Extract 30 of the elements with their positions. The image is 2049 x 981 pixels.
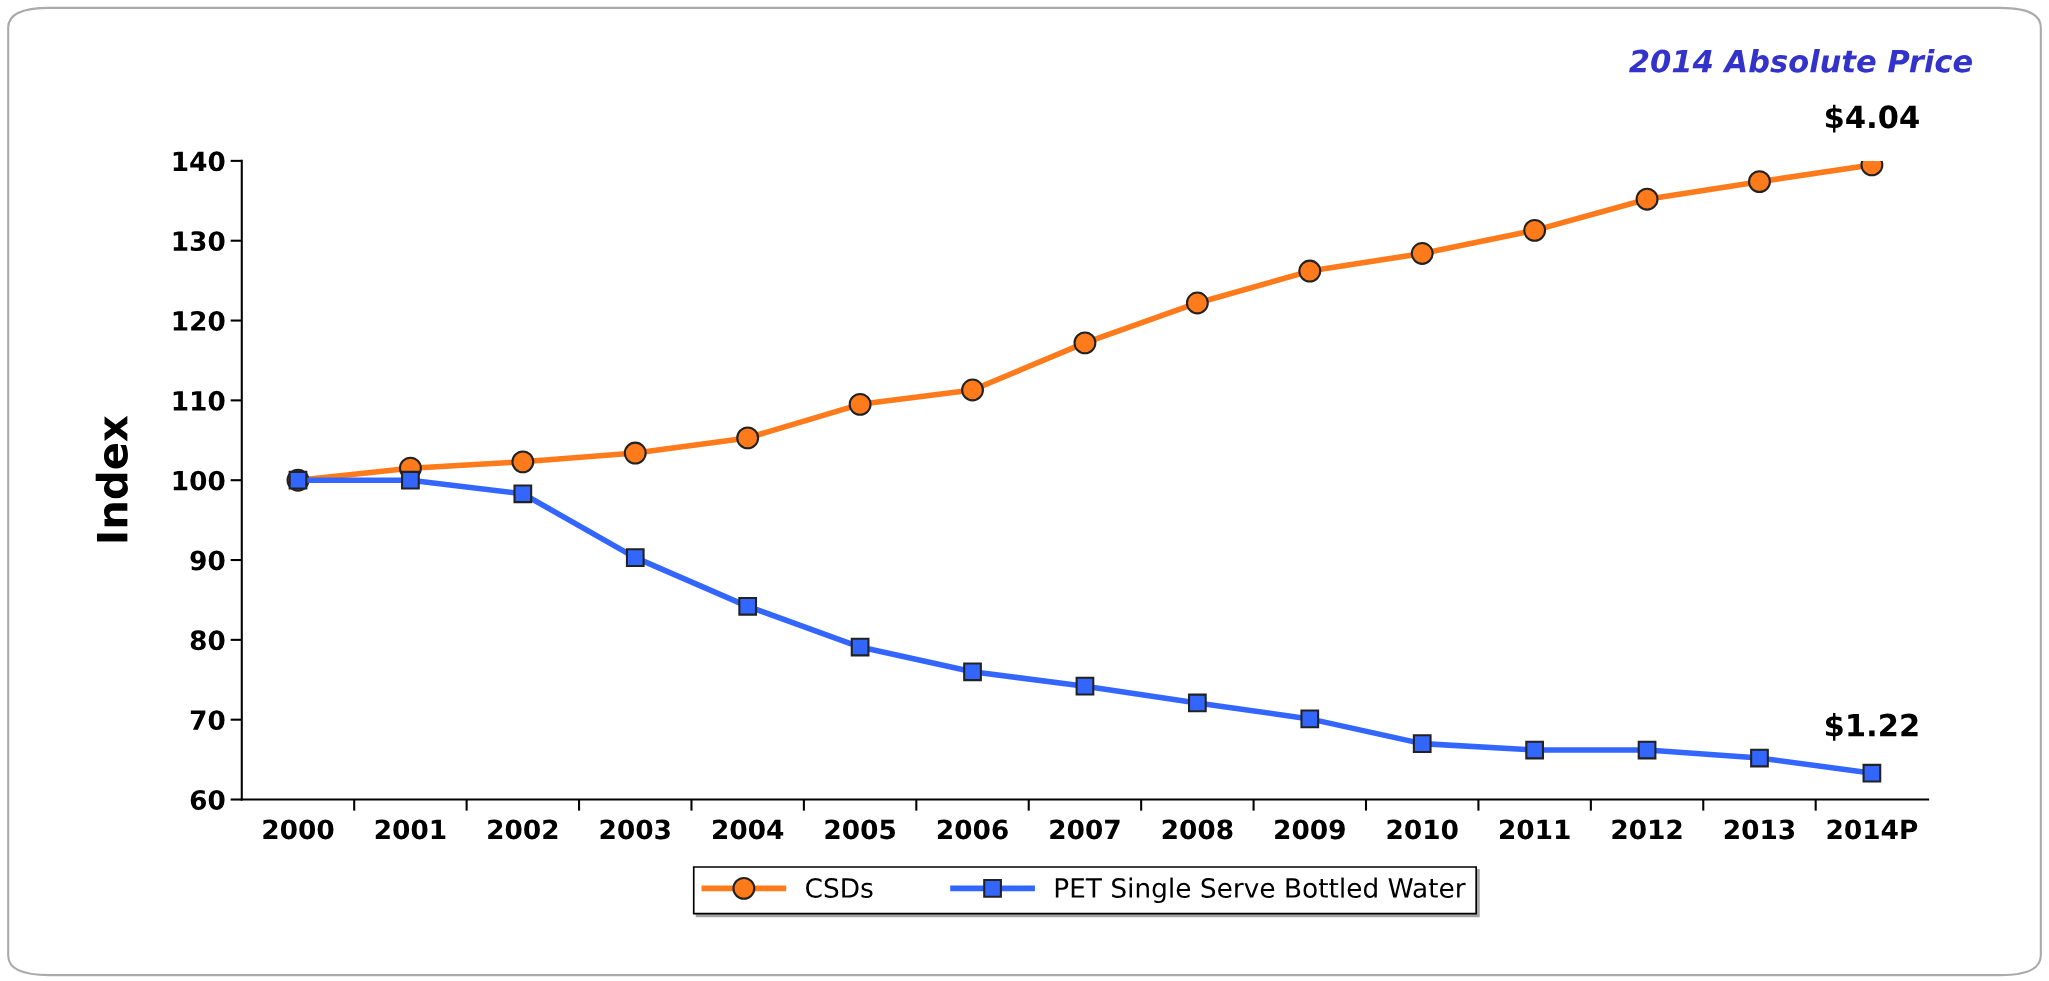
x-tick-label: 2011: [1500, 819, 1570, 840]
y-tick-label: 110: [173, 390, 225, 411]
x-tick-label: 2007: [1050, 819, 1120, 840]
y-tick-label: 140: [173, 151, 225, 172]
x-tick-label: 2010: [1387, 819, 1458, 840]
legend-label: PET Single Serve Bottled Water: [1055, 877, 1466, 904]
x-tick-label: 2004: [713, 819, 784, 840]
y-tick-label: 70: [190, 710, 225, 731]
x-tick-label: 2003: [600, 819, 670, 840]
y-tick-label: 60: [190, 789, 225, 810]
x-tick-label: 2008: [1162, 819, 1233, 840]
x-tick-label: 2012: [1612, 819, 1682, 840]
x-tick-label: 2001: [375, 819, 446, 840]
annotation: $4.04: [1825, 104, 1919, 133]
y-tick-label: 120: [173, 310, 225, 331]
y-tick-label: 80: [190, 630, 225, 651]
x-tick-label: 2009: [1275, 819, 1345, 840]
y-axis-title: Index: [95, 415, 128, 542]
x-tick-label: 2013: [1724, 819, 1795, 840]
x-tick-label: 2014P: [1827, 819, 1918, 840]
x-tick-label: 2005: [825, 819, 895, 840]
x-tick-label: 2000: [263, 819, 334, 840]
y-tick-label: 90: [190, 550, 225, 571]
annotation: $1.22: [1825, 713, 1918, 741]
text: 2014 Absolute Price: [1629, 48, 1973, 73]
x-tick-label: 2002: [488, 819, 558, 840]
x-tick-label: 2006: [937, 819, 1008, 840]
y-tick-label: 100: [173, 470, 225, 491]
y-tick-label: 130: [173, 231, 225, 252]
legend-label: CSDs: [806, 878, 873, 898]
